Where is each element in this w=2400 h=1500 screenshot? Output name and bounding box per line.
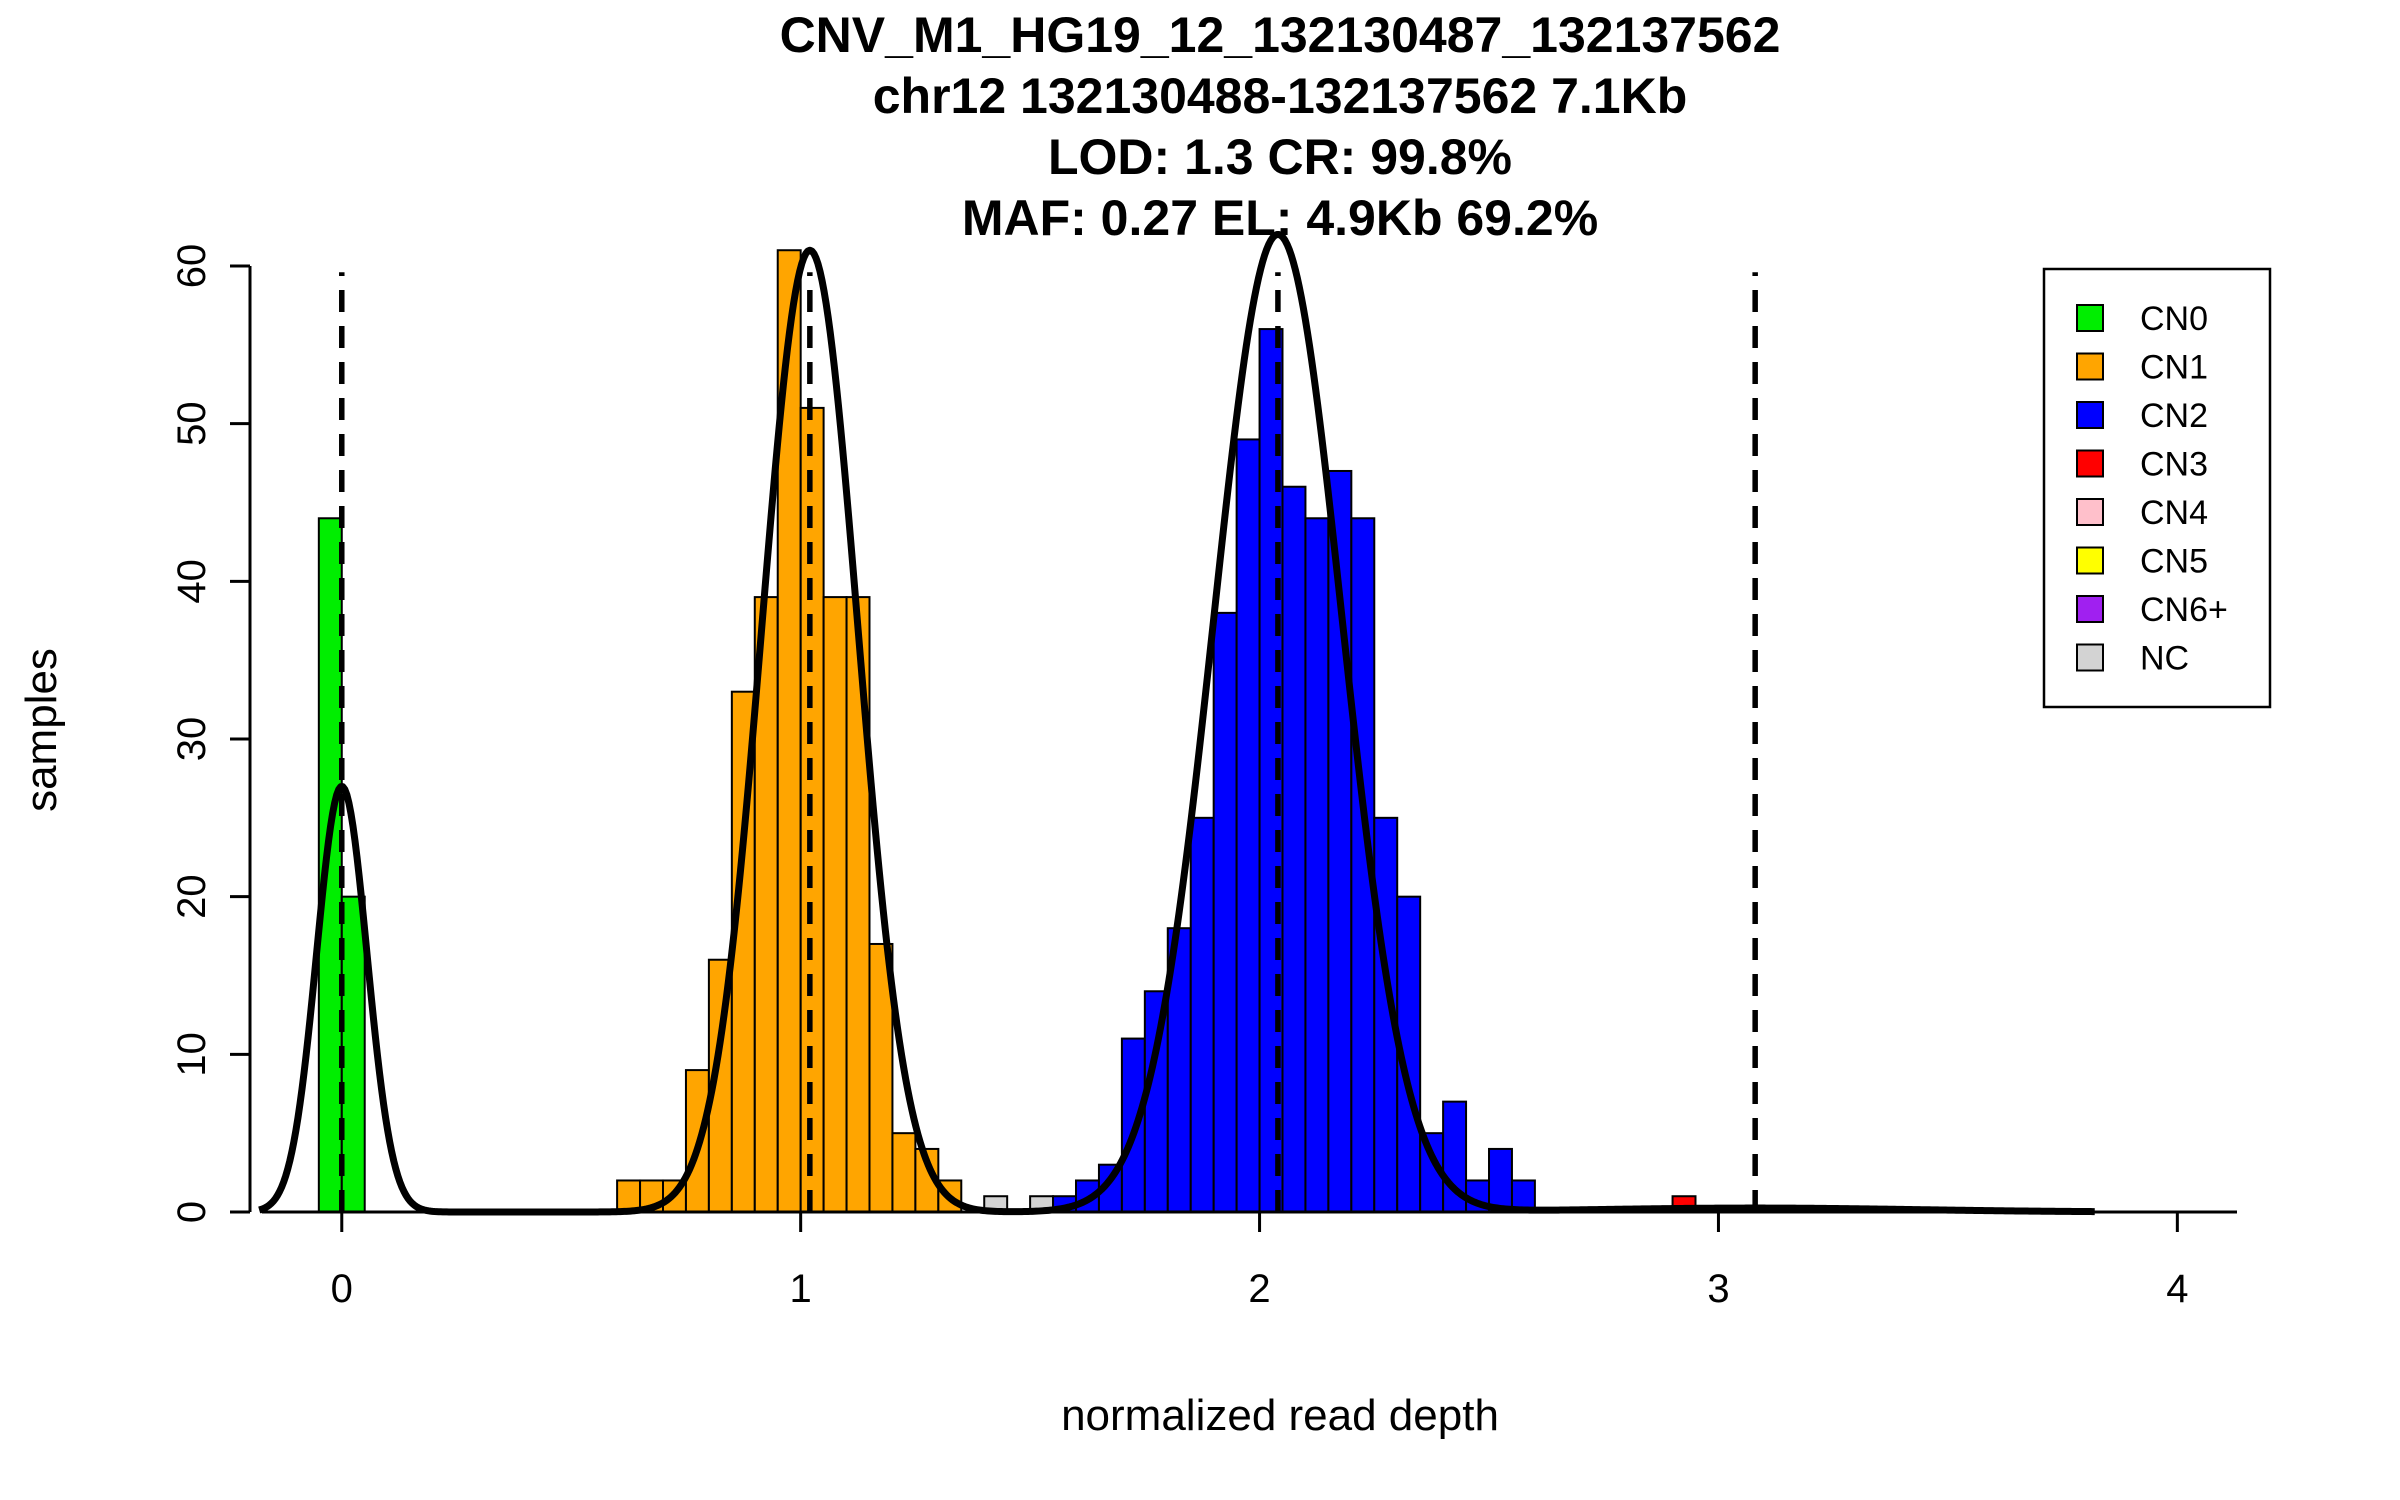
histogram-bar-cn2-38 [1488, 1147, 1513, 1214]
histogram-bar-cn2-29 [1281, 485, 1307, 1214]
y-tick-label: 60 [170, 244, 214, 289]
legend-swatch-nc [2076, 643, 2104, 672]
legend-swatch-cn0 [2076, 304, 2104, 332]
x-tick-label: 4 [2166, 1267, 2188, 1311]
histogram-bar-cn2-27 [1235, 438, 1261, 1213]
histogram-bar-cn2-26 [1212, 611, 1238, 1213]
legend-swatch-cn4 [2076, 498, 2104, 526]
legend-swatch-cn6plus [2076, 595, 2104, 623]
x-axis-label: normalized read depth [1061, 1391, 1499, 1440]
legend-label-nc: NC [2140, 640, 2189, 678]
y-axis: 0 10 20 30 40 50 60 [170, 244, 252, 1223]
title-line-2: chr12 132130488-132137562 7.1Kb [873, 68, 1688, 124]
y-tick-label: 50 [170, 401, 214, 446]
y-tick-label: 30 [170, 717, 214, 762]
legend-swatch-cn1 [2076, 352, 2104, 381]
y-axis-label: samples [17, 648, 66, 812]
histogram-bar-cn2-30 [1304, 517, 1330, 1213]
x-tick-label: 3 [1707, 1267, 1729, 1311]
histogram-bars [317, 249, 1697, 1214]
legend-label-cn4: CN4 [2140, 494, 2208, 532]
histogram-bar-cn1-14 [891, 1132, 917, 1214]
title-line-1: CNV_M1_HG19_12_132130487_132137562 [780, 7, 1781, 63]
y-tick-label: 40 [170, 559, 214, 604]
legend: CN0 CN1 CN2 CN3 CN4 CN5 CN6+ NC [2042, 267, 2272, 709]
legend-swatch-cn2 [2076, 401, 2104, 429]
legend-label-cn2: CN2 [2140, 397, 2208, 435]
legend-label-cn6plus: CN6+ [2140, 591, 2228, 629]
histogram-bar-cn0-1 [340, 895, 366, 1213]
legend-box [2042, 267, 2272, 709]
x-axis: 0 1 2 3 4 [261, 1210, 2237, 1311]
histogram-bar-cn1-11 [822, 596, 848, 1213]
chart-title: CNV_M1_HG19_12_132130487_132137562 chr12… [780, 7, 1781, 246]
x-tick-label: 2 [1248, 1267, 1270, 1311]
histogram-bar-cn2-25 [1189, 816, 1215, 1214]
x-tick-label: 0 [331, 1267, 353, 1311]
copy-number-mean-lines [339, 272, 1758, 1212]
y-tick-label: 10 [170, 1032, 214, 1077]
title-line-3: LOD: 1.3 CR: 99.8% [1048, 129, 1512, 185]
legend-label-cn0: CN0 [2140, 300, 2208, 338]
axes: 0 1 2 3 4 0 10 20 30 40 50 60 [170, 244, 2237, 1311]
legend-label-cn1: CN1 [2140, 349, 2208, 387]
y-tick-label: 20 [170, 874, 214, 919]
legend-label-cn5: CN5 [2140, 543, 2208, 581]
legend-swatch-cn5 [2076, 546, 2104, 575]
legend-swatch-cn3 [2076, 449, 2104, 478]
x-tick-label: 1 [790, 1267, 812, 1311]
legend-label-cn3: CN3 [2140, 446, 2208, 484]
y-tick-label: 0 [170, 1201, 214, 1223]
